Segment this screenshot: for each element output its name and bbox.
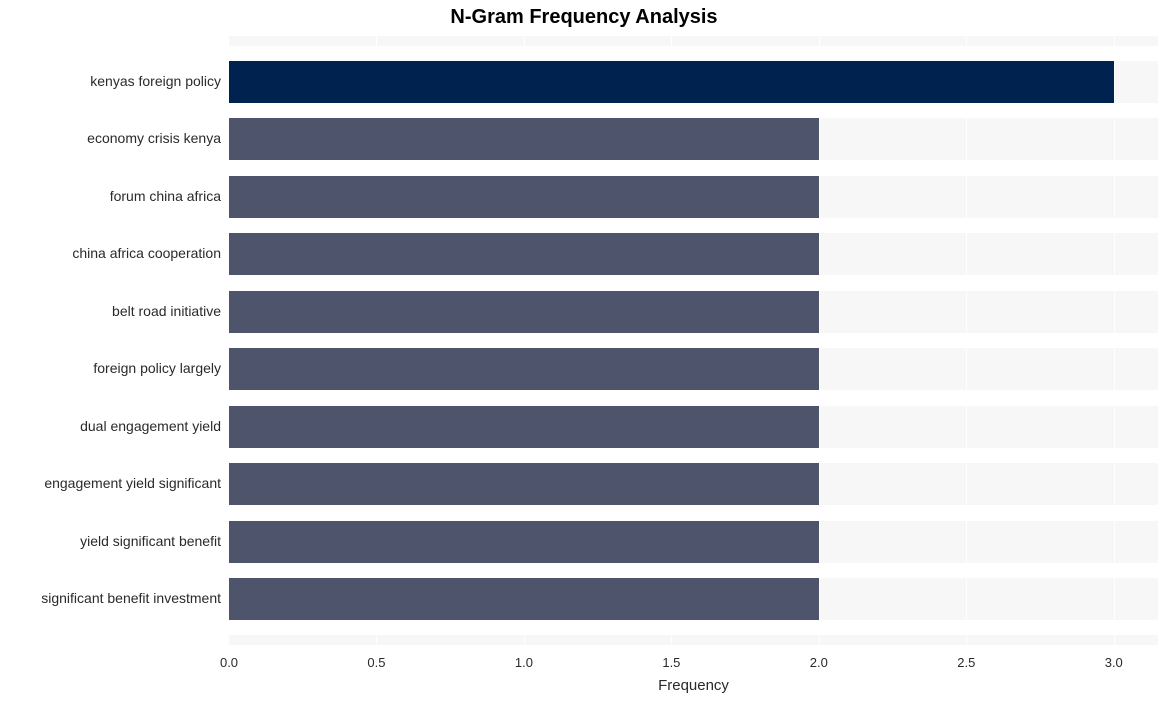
ytick-label: dual engagement yield [0, 418, 221, 434]
row-band [229, 160, 1158, 175]
bar [229, 118, 819, 160]
chart-title: N-Gram Frequency Analysis [0, 6, 1168, 29]
plot-area [229, 36, 1158, 645]
bar [229, 348, 819, 390]
ngram-chart: N-Gram Frequency Analysis Frequency 0.0 0… [0, 0, 1168, 701]
ytick-label: significant benefit investment [0, 590, 221, 606]
xtick-label: 1.5 [662, 655, 680, 670]
ytick-label: china africa cooperation [0, 245, 221, 261]
bar [229, 291, 819, 333]
bar [229, 521, 819, 563]
bar [229, 578, 819, 620]
ytick-label: engagement yield significant [0, 475, 221, 491]
xtick-label: 0.0 [220, 655, 238, 670]
row-band [229, 46, 1158, 61]
ytick-label: kenyas foreign policy [0, 73, 221, 89]
ytick-label: forum china africa [0, 188, 221, 204]
bar [229, 406, 819, 448]
row-band [229, 505, 1158, 520]
row-band [229, 620, 1158, 635]
bar [229, 61, 1114, 103]
row-band [229, 103, 1158, 118]
xtick-label: 1.0 [515, 655, 533, 670]
row-band [229, 448, 1158, 463]
bar [229, 463, 819, 505]
xtick-label: 3.0 [1105, 655, 1123, 670]
ytick-label: foreign policy largely [0, 360, 221, 376]
xaxis-title: Frequency [229, 677, 1158, 694]
row-band [229, 275, 1158, 290]
bar [229, 176, 819, 218]
ytick-label: belt road initiative [0, 303, 221, 319]
xtick-label: 2.5 [957, 655, 975, 670]
xtick-label: 0.5 [367, 655, 385, 670]
ytick-label: economy crisis kenya [0, 130, 221, 146]
row-band [229, 563, 1158, 578]
row-band [229, 390, 1158, 405]
row-band [229, 218, 1158, 233]
bar [229, 233, 819, 275]
xtick-label: 2.0 [810, 655, 828, 670]
ytick-label: yield significant benefit [0, 533, 221, 549]
row-band [229, 333, 1158, 348]
